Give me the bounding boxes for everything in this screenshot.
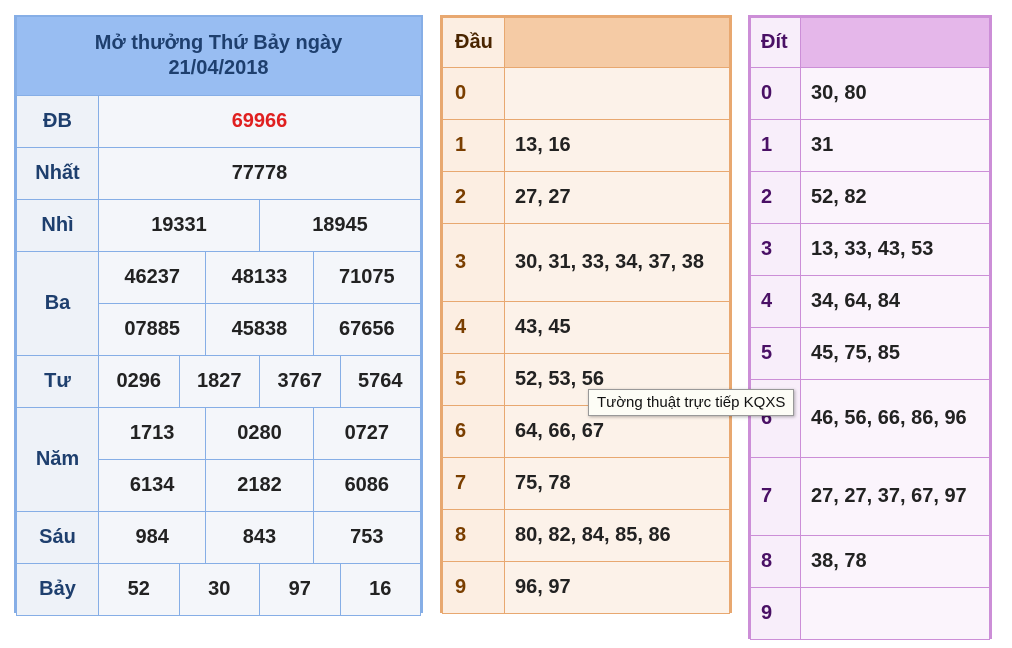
prize-number: 1827	[178, 355, 259, 407]
prize-number: 77778	[99, 147, 420, 199]
dit-header: Đít	[750, 17, 801, 68]
prize-label: Bảy	[16, 562, 99, 616]
dau-value	[504, 67, 730, 120]
dit-key: 5	[750, 327, 801, 380]
dau-key: 5	[442, 353, 505, 406]
dit-key: 8	[750, 535, 801, 588]
prize-number: 1713	[99, 407, 206, 459]
dau-value: 30, 31, 33, 34, 37, 38	[504, 223, 730, 302]
dit-key: 1	[750, 119, 801, 172]
dit-header-blank	[800, 17, 990, 68]
prize-number: 46237	[99, 251, 206, 303]
dau-table: Đầu 0 1 13, 16 2 27, 27 3 30, 31, 33, 34, 3…	[440, 15, 732, 614]
dit-value	[800, 587, 990, 640]
prize-number: 0296	[99, 355, 179, 407]
prize-number: 3767	[259, 355, 340, 407]
prize-number: 843	[205, 511, 313, 563]
results-title: Mở thưởng Thứ Bảy ngày 21/04/2018	[16, 17, 421, 95]
prize-number: 6086	[312, 459, 420, 511]
dau-value: 96, 97	[504, 561, 730, 614]
dit-value: 31	[800, 119, 990, 172]
dit-key: 3	[750, 223, 801, 276]
dau-header-blank	[504, 17, 730, 68]
prize-number: 0727	[312, 407, 420, 459]
tooltip: Tường thuật trực tiếp KQXS	[588, 389, 795, 416]
prize-label: Ba	[16, 250, 99, 356]
prize-number: 52	[99, 563, 179, 615]
dit-value: 13, 33, 43, 53	[800, 223, 990, 276]
dau-key: 6	[442, 405, 505, 458]
prize-number: 753	[312, 511, 420, 563]
dit-key: 4	[750, 275, 801, 328]
dau-key: 8	[442, 509, 505, 562]
dit-value: 46, 56, 66, 86, 96	[800, 379, 990, 458]
prize-number: 45838	[205, 303, 313, 355]
prize-label: Sáu	[16, 510, 99, 564]
prize-label: Tư	[16, 354, 99, 408]
prize-number: 2182	[205, 459, 313, 511]
dit-key: 9	[750, 587, 801, 640]
prize-number: 97	[259, 563, 340, 615]
dau-key: 0	[442, 67, 505, 120]
prize-number: 71075	[312, 251, 420, 303]
prize-number: 5764	[339, 355, 420, 407]
results-table: Mở thưởng Thứ Bảy ngày 21/04/2018 ĐB 699…	[14, 15, 423, 616]
prize-number: 67656	[312, 303, 420, 355]
dau-value: 75, 78	[504, 457, 730, 510]
dit-value: 45, 75, 85	[800, 327, 990, 380]
prize-number: 07885	[99, 303, 206, 355]
dit-key: 0	[750, 67, 801, 120]
prize-number: 16	[339, 563, 420, 615]
prize-label: Nhất	[16, 146, 99, 200]
prize-number: 69966	[99, 95, 420, 147]
prize-number: 0280	[205, 407, 313, 459]
dau-value: 27, 27	[504, 171, 730, 224]
dau-key: 2	[442, 171, 505, 224]
dau-header: Đầu	[442, 17, 505, 68]
dau-key: 9	[442, 561, 505, 614]
prize-number: 6134	[99, 459, 206, 511]
dau-key: 4	[442, 301, 505, 354]
prize-number: 984	[99, 511, 206, 563]
prize-number: 48133	[205, 251, 313, 303]
prize-label: Năm	[16, 406, 99, 512]
prize-number: 30	[178, 563, 259, 615]
dit-table: Đít 0 30, 80 1 31 2 52, 82 3 13, 33, 43, 53 …	[748, 15, 992, 640]
dit-value: 27, 27, 37, 67, 97	[800, 457, 990, 536]
dit-value: 52, 82	[800, 171, 990, 224]
dit-value: 38, 78	[800, 535, 990, 588]
dau-key: 3	[442, 223, 505, 302]
dit-key: 7	[750, 457, 801, 536]
dau-value: 80, 82, 84, 85, 86	[504, 509, 730, 562]
dit-value: 30, 80	[800, 67, 990, 120]
dit-key: 2	[750, 171, 801, 224]
dau-key: 1	[442, 119, 505, 172]
prize-number: 18945	[259, 199, 420, 251]
dau-value: 13, 16	[504, 119, 730, 172]
prize-label: Nhì	[16, 198, 99, 252]
prize-label: ĐB	[16, 94, 99, 148]
results-title-date: 21/04/2018	[168, 56, 269, 79]
dit-value: 34, 64, 84	[800, 275, 990, 328]
dau-value: 43, 45	[504, 301, 730, 354]
dau-key: 7	[442, 457, 505, 510]
prize-number: 19331	[99, 199, 259, 251]
results-title-line1: Mở thưởng Thứ Bảy ngày	[94, 31, 343, 54]
